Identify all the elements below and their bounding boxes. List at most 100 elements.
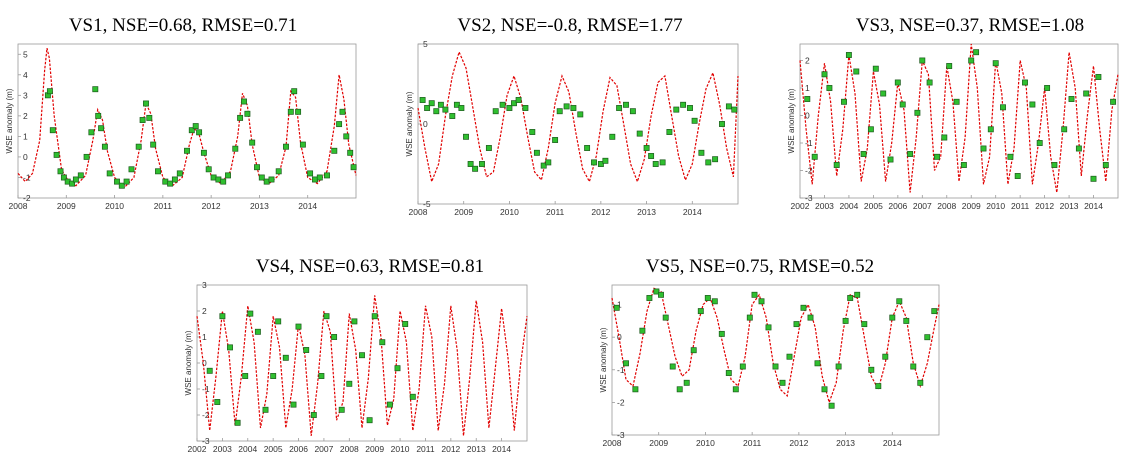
observed-point xyxy=(324,172,330,179)
observed-point xyxy=(552,137,559,143)
observed-point xyxy=(924,334,931,341)
x-tick-label: 2002 xyxy=(791,201,810,211)
observed-point xyxy=(887,156,894,163)
observed-point xyxy=(442,106,449,113)
observed-point xyxy=(135,143,142,150)
observed-point xyxy=(894,79,901,86)
observed-point xyxy=(1044,85,1051,91)
observed-point xyxy=(746,314,753,321)
observed-point xyxy=(150,141,157,148)
x-tick-label: 2009 xyxy=(454,207,473,217)
observed-point xyxy=(60,174,67,181)
observed-point xyxy=(814,360,821,367)
y-tick-label: 5 xyxy=(23,49,28,59)
observed-point xyxy=(402,321,409,327)
observed-point xyxy=(258,174,265,181)
observed-point xyxy=(72,176,79,183)
observed-point xyxy=(899,101,906,108)
observed-point xyxy=(1083,90,1090,97)
observed-point xyxy=(704,295,711,301)
x-tick-label: 2004 xyxy=(238,444,257,454)
model-series-line xyxy=(17,47,357,189)
observed-point xyxy=(648,153,655,159)
observed-point xyxy=(316,174,323,181)
subplot-title: VS2, NSE=-0.8, RMSE=1.77 xyxy=(457,15,682,36)
observed-point xyxy=(842,317,849,324)
observed-point xyxy=(739,363,746,370)
observed-point xyxy=(346,380,353,387)
x-tick-label: 2004 xyxy=(839,201,858,211)
observed-point xyxy=(206,367,213,374)
x-tick-label: 2010 xyxy=(986,201,1005,211)
observed-point xyxy=(83,153,90,160)
observed-point xyxy=(917,379,924,386)
x-tick-label: 2013 xyxy=(637,207,656,217)
x-tick-label: 2013 xyxy=(467,444,486,454)
observed-point xyxy=(872,65,879,72)
observed-point xyxy=(800,304,807,311)
observed-point xyxy=(772,363,779,370)
x-tick-label: 2003 xyxy=(213,444,232,454)
observed-point xyxy=(711,298,718,305)
x-tick-label: 2002 xyxy=(188,444,207,454)
observed-point xyxy=(1051,162,1058,168)
x-tick-label: 2010 xyxy=(500,207,519,217)
x-tick-label: 2009 xyxy=(57,201,76,211)
y-tick-label: 1 xyxy=(23,131,28,141)
observed-point xyxy=(653,288,660,295)
observed-point xyxy=(215,176,222,183)
observed-point xyxy=(303,347,310,353)
observed-point xyxy=(903,317,910,324)
x-tick-label: 2012 xyxy=(789,438,808,448)
y-tick-label: 3 xyxy=(202,280,207,290)
observed-point xyxy=(529,129,536,135)
x-tick-label: 2013 xyxy=(250,201,269,211)
x-tick-label: 2008 xyxy=(603,438,622,448)
observed-point xyxy=(946,63,953,69)
observed-point xyxy=(636,130,643,137)
observed-point xyxy=(765,324,772,331)
observed-point xyxy=(254,328,261,335)
observed-point xyxy=(467,161,474,167)
observed-point xyxy=(453,101,460,108)
observed-point xyxy=(219,313,226,320)
y-tick-label: 0 xyxy=(805,111,810,121)
y-tick-label: 5 xyxy=(423,39,428,49)
observed-point xyxy=(629,108,636,115)
observed-point xyxy=(463,133,469,140)
observed-point xyxy=(662,314,669,321)
observed-point xyxy=(394,365,401,372)
x-tick-label: 2013 xyxy=(1060,201,1079,211)
observed-point xyxy=(683,379,690,386)
observed-point xyxy=(515,97,522,103)
x-tick-label: 2014 xyxy=(683,207,702,217)
observed-point xyxy=(968,57,975,64)
observed-point xyxy=(725,370,732,376)
observed-point xyxy=(889,314,896,321)
observed-point xyxy=(853,68,860,75)
observed-point xyxy=(987,126,994,133)
observed-point xyxy=(234,419,241,426)
observed-point xyxy=(591,159,597,166)
y-tick-label: -1 xyxy=(617,365,625,375)
y-tick-label: 0 xyxy=(23,152,28,162)
x-tick-label: 2011 xyxy=(546,207,565,217)
observed-point xyxy=(69,180,76,187)
observed-point xyxy=(602,157,609,164)
model-series-line xyxy=(417,50,739,184)
x-tick-label: 2011 xyxy=(1011,201,1030,211)
observed-point xyxy=(275,168,282,175)
observed-point xyxy=(409,393,416,400)
observed-point xyxy=(205,166,212,173)
observed-point xyxy=(171,176,178,183)
observed-point xyxy=(1068,96,1075,102)
observed-point xyxy=(242,373,249,379)
observed-point xyxy=(676,386,683,393)
observed-point xyxy=(338,406,345,413)
x-tick-label: 2009 xyxy=(649,438,668,448)
observed-point xyxy=(934,153,940,160)
observed-point xyxy=(632,386,639,393)
observed-point xyxy=(155,168,161,175)
x-tick-label: 2014 xyxy=(883,438,902,448)
y-tick-label: 1 xyxy=(202,332,207,342)
